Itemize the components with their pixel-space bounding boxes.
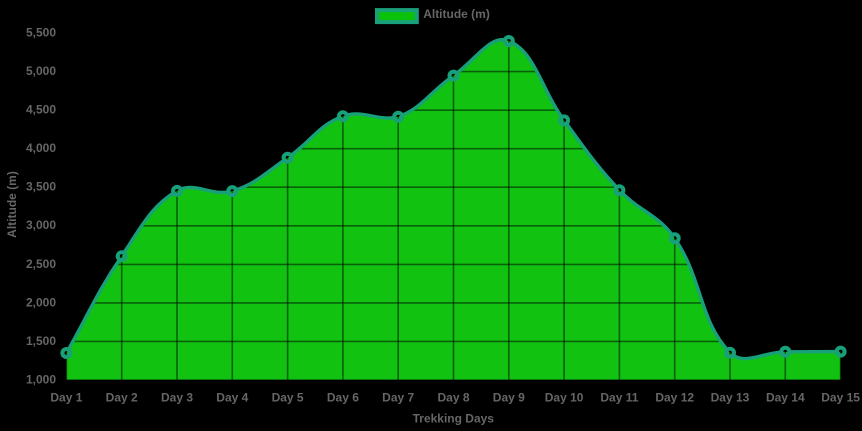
svg-text:Altitude (m): Altitude (m)	[5, 171, 19, 238]
svg-text:Day 2: Day 2	[106, 391, 138, 405]
svg-text:Day 10: Day 10	[545, 391, 584, 405]
svg-text:Day 1: Day 1	[50, 391, 82, 405]
svg-text:3,500: 3,500	[26, 180, 56, 194]
svg-text:Day 5: Day 5	[272, 391, 304, 405]
svg-text:2,000: 2,000	[26, 295, 56, 309]
svg-text:Day 3: Day 3	[161, 391, 193, 405]
svg-text:4,000: 4,000	[26, 141, 56, 155]
svg-text:Altitude (m): Altitude (m)	[423, 7, 490, 21]
svg-text:5,000: 5,000	[26, 64, 56, 78]
svg-text:Day 4: Day 4	[216, 391, 248, 405]
svg-text:Day 12: Day 12	[655, 391, 694, 405]
svg-text:2,500: 2,500	[26, 257, 56, 271]
svg-text:Day 13: Day 13	[711, 391, 750, 405]
svg-text:Day 15: Day 15	[821, 391, 860, 405]
svg-text:Day 9: Day 9	[493, 391, 525, 405]
svg-text:5,500: 5,500	[26, 26, 56, 40]
svg-text:4,500: 4,500	[26, 103, 56, 117]
svg-text:Trekking Days: Trekking Days	[413, 411, 495, 425]
svg-text:Day 14: Day 14	[766, 391, 805, 405]
svg-text:Day 6: Day 6	[327, 391, 359, 405]
svg-text:1,500: 1,500	[26, 334, 56, 348]
svg-text:Day 8: Day 8	[437, 391, 469, 405]
svg-text:Day 7: Day 7	[382, 391, 414, 405]
svg-text:Day 11: Day 11	[600, 391, 638, 405]
svg-text:1,000: 1,000	[26, 372, 56, 386]
svg-text:3,000: 3,000	[26, 218, 56, 232]
